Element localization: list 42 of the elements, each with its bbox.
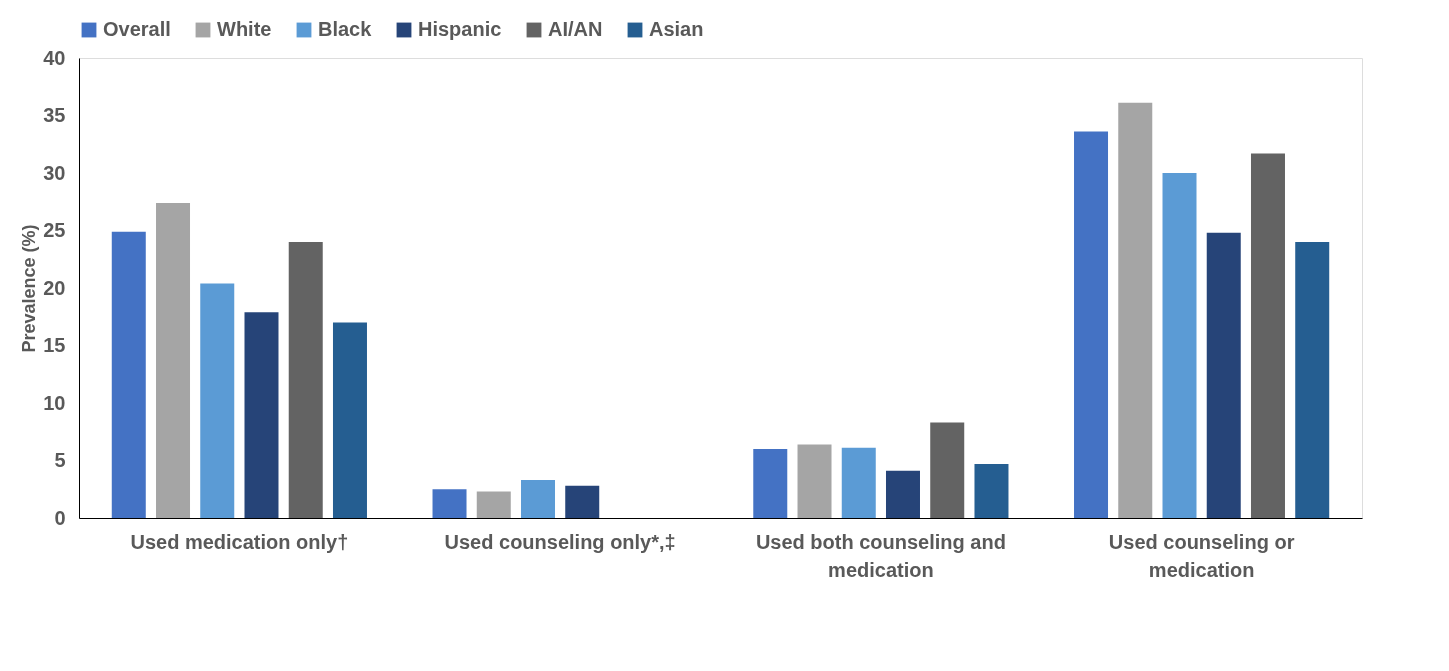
bar [753, 449, 788, 518]
legend-label: Asian [649, 18, 704, 40]
legend-label: White [217, 18, 272, 40]
x-tick-label: Used medication only† [130, 530, 349, 553]
x-tick-label: Used counseling or medication [1108, 530, 1295, 581]
bar [111, 231, 146, 518]
y-tick-label: 20 [43, 276, 66, 299]
bar [930, 422, 965, 518]
y-axis-title: Prevalence (%) [19, 224, 40, 353]
y-tick-label: 35 [43, 104, 66, 126]
bar [565, 485, 600, 518]
x-tick-label: Used counseling only*,‡ [444, 530, 676, 553]
bar [476, 491, 511, 518]
y-tick-label: 5 [54, 449, 66, 471]
bar [1074, 131, 1109, 518]
bar [1162, 173, 1197, 518]
y-tick-label: 15 [43, 334, 66, 356]
bar [1206, 232, 1241, 518]
bar [1295, 242, 1330, 518]
bar [244, 312, 279, 518]
y-tick-label: 40 [43, 46, 66, 69]
bar [332, 322, 367, 518]
bar [156, 202, 191, 518]
legend-label: Hispanic [418, 18, 502, 40]
legend-label: Overall [103, 18, 171, 40]
bar [886, 470, 920, 518]
legend-label: Black [318, 18, 373, 40]
bar [200, 283, 235, 518]
y-tick-label: 30 [43, 161, 66, 184]
y-tick-label: 10 [43, 391, 66, 414]
bar [974, 463, 1009, 518]
bar [288, 242, 323, 518]
bar [521, 480, 555, 518]
y-tick-label: 25 [43, 219, 66, 241]
bar [432, 489, 467, 518]
bar [797, 444, 832, 518]
x-tick-label: Used both counseling and medication [755, 530, 1006, 581]
legend-label: AI/AN [548, 18, 603, 40]
bar [841, 447, 876, 518]
y-tick-label: 0 [54, 506, 66, 529]
bar [1118, 102, 1153, 518]
bar [1250, 153, 1285, 518]
